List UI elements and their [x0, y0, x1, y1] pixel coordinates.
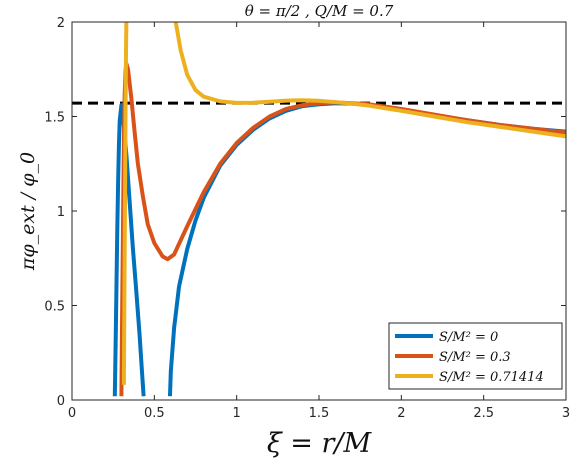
- x-tick-label: 2.5: [473, 406, 494, 421]
- y-tick-label: 1.5: [44, 111, 65, 126]
- legend-entry: S/M² = 0.3: [439, 350, 511, 365]
- x-axis-label: ξ = r/M: [267, 428, 373, 459]
- x-tick-label: 1.5: [309, 406, 330, 421]
- legend-entry: S/M² = 0.71414: [439, 370, 544, 385]
- chart-title: θ = π/2 , Q/M = 0.7: [245, 2, 394, 20]
- series-line-2-segment-0: [121, 22, 129, 385]
- series-line-2-segment-1: [173, 22, 566, 139]
- x-tick-label: 1: [233, 406, 241, 421]
- y-axis-label: πφ_ext / φ_0: [17, 152, 39, 271]
- y-tick-label: 2: [57, 16, 65, 31]
- x-tick-label: 3: [562, 406, 570, 421]
- y-tick-label: 1: [57, 205, 65, 220]
- y-tick-label: 0: [57, 394, 65, 409]
- x-tick-label: 0.5: [144, 406, 165, 421]
- series-layer: [112, 22, 566, 397]
- series-line-0-segment-0: [112, 103, 146, 397]
- y-tick-label: 0.5: [44, 300, 65, 315]
- x-tick-label: 2: [397, 406, 405, 421]
- tick-layer: 0 0.5 1 1.5 2 2.5 3 0 0.5 1 1.5 2: [44, 16, 570, 421]
- x-tick-label: 0: [68, 406, 76, 421]
- legend: S/M² = 0 S/M² = 0.3 S/M² = 0.71414: [388, 322, 563, 390]
- legend-entry: S/M² = 0: [439, 330, 498, 345]
